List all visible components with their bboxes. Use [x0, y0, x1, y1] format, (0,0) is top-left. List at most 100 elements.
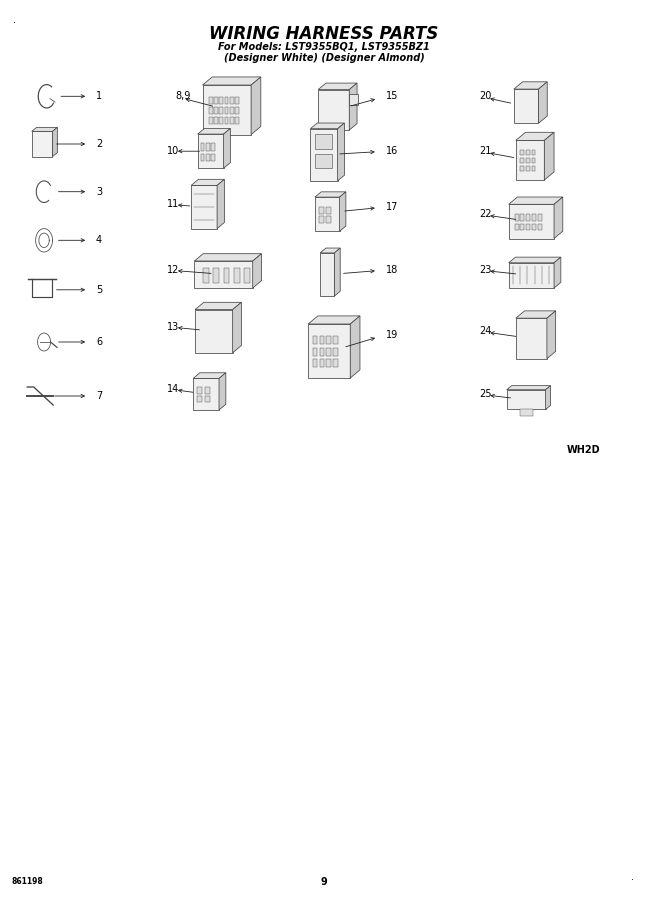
Bar: [531, 158, 535, 164]
Bar: [526, 223, 530, 230]
Bar: [224, 268, 229, 283]
Bar: [319, 359, 324, 367]
Bar: [219, 107, 223, 114]
Bar: [234, 268, 240, 283]
Bar: [225, 96, 228, 104]
Text: 11: 11: [167, 199, 179, 210]
Bar: [538, 214, 542, 220]
Bar: [214, 107, 218, 114]
Bar: [532, 223, 536, 230]
Bar: [201, 143, 204, 150]
Polygon shape: [195, 302, 241, 310]
Text: 23: 23: [480, 265, 492, 275]
Bar: [211, 154, 214, 160]
Text: 22: 22: [480, 209, 492, 220]
Polygon shape: [193, 373, 226, 378]
Bar: [313, 359, 318, 367]
Text: 2: 2: [96, 139, 102, 149]
Polygon shape: [507, 390, 546, 410]
Bar: [219, 117, 223, 124]
Bar: [205, 396, 210, 402]
Text: 16: 16: [386, 146, 398, 157]
Polygon shape: [310, 123, 345, 129]
Bar: [326, 359, 331, 367]
Text: 25: 25: [480, 389, 492, 400]
Bar: [313, 347, 318, 356]
Bar: [209, 96, 213, 104]
Text: For Models: LST9355BQ1, LST9355BZ1: For Models: LST9355BQ1, LST9355BZ1: [218, 41, 430, 52]
Bar: [520, 158, 524, 164]
Polygon shape: [198, 129, 231, 134]
Polygon shape: [509, 197, 562, 204]
Polygon shape: [217, 179, 224, 229]
Text: 17: 17: [386, 202, 398, 212]
Polygon shape: [544, 132, 554, 180]
Bar: [230, 117, 233, 124]
Text: WIRING HARNESS PARTS: WIRING HARNESS PARTS: [209, 25, 439, 43]
Polygon shape: [32, 131, 52, 157]
Text: 14: 14: [167, 383, 179, 394]
Polygon shape: [520, 410, 533, 416]
Polygon shape: [251, 77, 260, 134]
Text: 6: 6: [96, 337, 102, 347]
Bar: [520, 150, 524, 156]
Polygon shape: [340, 192, 346, 231]
Bar: [211, 143, 214, 150]
Bar: [319, 216, 324, 223]
Text: 21: 21: [480, 146, 492, 157]
Polygon shape: [308, 316, 360, 324]
Bar: [526, 150, 530, 156]
Polygon shape: [349, 94, 358, 105]
Polygon shape: [195, 310, 233, 353]
Text: 4: 4: [96, 235, 102, 246]
Bar: [526, 214, 530, 220]
Polygon shape: [315, 197, 340, 231]
Bar: [531, 150, 535, 156]
Bar: [333, 337, 338, 344]
Polygon shape: [507, 385, 550, 390]
Bar: [219, 96, 223, 104]
Polygon shape: [349, 83, 357, 130]
Polygon shape: [509, 257, 561, 263]
Polygon shape: [318, 83, 357, 90]
Bar: [244, 268, 250, 283]
Bar: [205, 388, 210, 393]
Polygon shape: [253, 254, 261, 288]
Text: 9: 9: [321, 877, 327, 887]
Bar: [235, 117, 239, 124]
Bar: [333, 359, 338, 367]
Bar: [203, 268, 209, 283]
Bar: [206, 154, 209, 160]
Bar: [333, 347, 338, 356]
Polygon shape: [514, 89, 538, 123]
Polygon shape: [219, 373, 226, 410]
Polygon shape: [318, 90, 349, 130]
Polygon shape: [350, 316, 360, 378]
Polygon shape: [233, 302, 241, 353]
Bar: [225, 117, 228, 124]
Polygon shape: [546, 385, 550, 410]
Text: ·: ·: [631, 875, 634, 886]
Text: 8,9: 8,9: [175, 91, 191, 102]
Polygon shape: [202, 86, 251, 134]
Text: 20: 20: [480, 91, 492, 102]
Bar: [197, 388, 202, 393]
Polygon shape: [198, 134, 224, 168]
Bar: [315, 154, 332, 168]
Text: 15: 15: [386, 91, 398, 102]
Bar: [230, 107, 233, 114]
Bar: [526, 158, 530, 164]
Bar: [206, 143, 209, 150]
Polygon shape: [509, 263, 554, 288]
Bar: [526, 166, 530, 171]
Text: (Designer White) (Designer Almond): (Designer White) (Designer Almond): [224, 52, 424, 63]
Polygon shape: [320, 248, 340, 253]
Polygon shape: [516, 318, 547, 358]
Polygon shape: [224, 129, 231, 168]
Text: 13: 13: [167, 321, 179, 332]
Bar: [326, 337, 331, 344]
Polygon shape: [308, 324, 350, 378]
Polygon shape: [315, 192, 346, 197]
Polygon shape: [334, 248, 340, 296]
Bar: [326, 207, 330, 213]
